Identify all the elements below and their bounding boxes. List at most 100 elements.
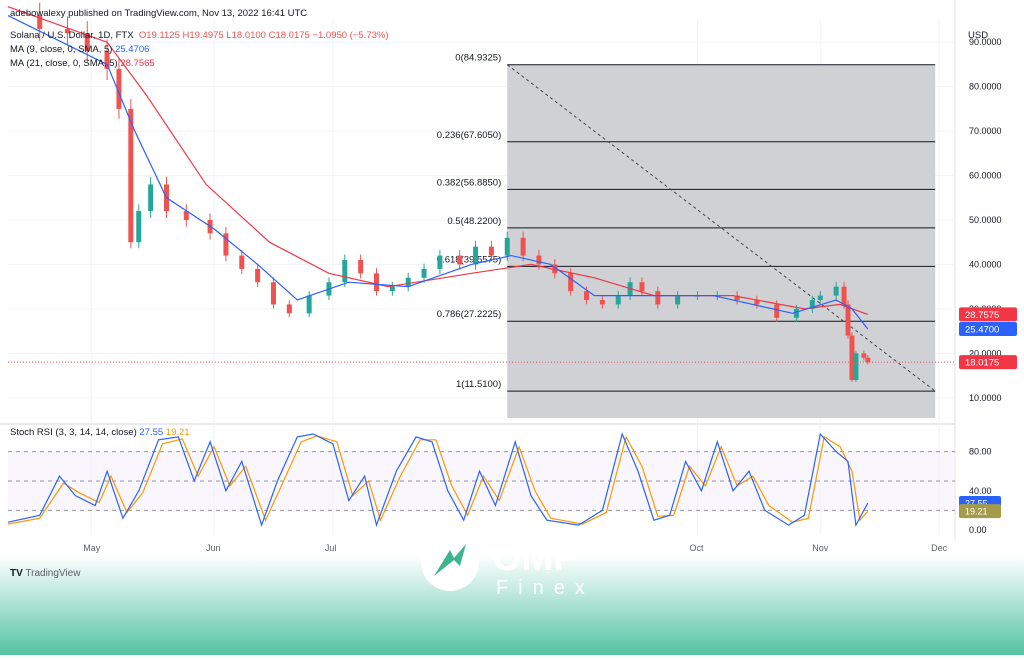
candle-body [473,246,479,265]
stoch-k-value: 27.55 [139,427,164,438]
price-badge [959,307,1017,322]
time-axis-label: May [83,543,101,553]
ma21-legend: MA (21, close, 0, SMA, 5) 28.7565 [10,58,155,69]
fib-level-label: 0.236(67.6050) [437,130,501,141]
candle-body [845,304,851,336]
candle-body [104,51,110,69]
time-axis-label: Oct [689,543,704,553]
time-axis-label: Jun [206,543,221,553]
price-badge-label: 25.4700 [965,325,999,336]
price-axis-label: 70.0000 [969,126,1002,136]
price-axis-label: 40.0000 [969,259,1002,269]
candle-body [675,295,681,305]
ma9-line [7,15,869,330]
stoch-k-badge-label: 27.55 [965,499,988,509]
candle-body [148,184,154,212]
candle-body [286,304,292,314]
stoch-axis-label: 0.00 [969,525,987,535]
candle-body [849,335,855,380]
fib-retracement-band [507,64,936,418]
candle-body [270,282,276,305]
tradingview-brand: TV TradingView [10,568,80,579]
candle-body [405,277,411,287]
candle-body [861,353,867,358]
omp-finex-watermark: OMP Finex [420,532,620,602]
candle-body [536,255,542,265]
candle-body [794,308,800,318]
candle-body [774,304,780,318]
candle-body [568,273,574,292]
tradingview-text: TradingView [25,568,81,579]
fib-level-label: 1(11.5100) [456,379,501,390]
stoch-d-badge [959,504,1001,519]
tradingview-logo-icon: TV [10,568,23,579]
candle-body [239,255,245,269]
candle-body [306,295,312,314]
candle-body [136,211,142,243]
stoch-k-line [7,432,869,528]
ma21-value: 28.7565 [120,58,155,69]
ohlc-values: O19.1125 H19.4975 L18.0100 C18.0175 −1.0… [138,30,389,41]
candle-body [615,295,621,305]
candle-body [520,237,526,256]
ma9-legend: MA (9, close, 0, SMA, 5) 25.4706 [10,44,149,55]
candle-body [421,268,427,278]
ma9-label: MA (9, close, 0, SMA, 5) [10,44,113,55]
candle-body [599,300,605,305]
symbol-line: Solana / U.S. Dollar, 1D, FTX O19.1125 H… [10,30,389,41]
candle-body [84,33,90,52]
stoch-legend: Stoch RSI (3, 3, 14, 14, close) 27.55 19… [10,427,190,438]
candle-body [488,246,494,256]
candle-body [639,282,645,292]
price-badge [959,355,1017,370]
ma9-value: 25.4706 [115,44,150,55]
price-badge [959,322,1017,337]
stoch-label: Stoch RSI (3, 3, 14, 14, close) [10,427,137,438]
candle-body [342,260,348,283]
candle-body [817,295,823,300]
fib-level-label: 0.5(48.2200) [447,216,501,227]
time-axis-label: Nov [812,543,829,553]
ma21-label: MA (21, close, 0, SMA, 5) [10,58,118,69]
candle-body [584,291,590,300]
stoch-d-badge-label: 19.21 [965,507,988,517]
candle-body [389,286,395,292]
candle-body [655,291,661,305]
stoch-axis-label: 80.00 [969,447,992,457]
time-axis-label: Dec [931,543,948,553]
price-badge-label: 28.7575 [965,310,999,321]
omp-logo-subtext: Finex [496,577,595,599]
price-axis-label: 90.0000 [969,37,1002,47]
time-axis-label: Jul [325,543,337,553]
candle-body [754,300,760,305]
symbol-title: Solana / U.S. Dollar, 1D, FTX [10,30,134,41]
price-badge-label: 18.0175 [965,358,999,369]
price-axis-label: 80.0000 [969,82,1002,92]
price-axis-label: 10.0000 [969,393,1002,403]
candle-body [128,108,134,243]
candle-body [853,353,859,380]
fib-level-label: 0.786(27.2225) [437,309,501,320]
candle-body [809,300,815,309]
publisher-line: adebowalexy published on TradingView.com… [10,8,308,19]
candle-body [223,233,229,256]
candle-body [64,28,70,34]
candle-body [457,255,463,265]
fib-level-label: 0(84.9325) [455,53,501,64]
fib-level-label: 0.618(39.5575) [437,254,501,265]
price-axis-label: 50.0000 [969,215,1002,225]
ma21-line [7,6,869,315]
price-axis-label: 20.0000 [969,348,1002,358]
candle-body [373,273,379,292]
fib-level-label: 0.382(56.8850) [437,177,501,188]
footer-gradient [0,555,1024,655]
stoch-d-value: 19.21 [165,427,190,438]
candle-body [841,286,847,305]
stoch-axis-label: 40.00 [969,486,992,496]
candle-body [865,357,871,363]
candle-body [833,286,839,296]
candle-body [116,68,122,109]
candle-body [437,255,443,269]
